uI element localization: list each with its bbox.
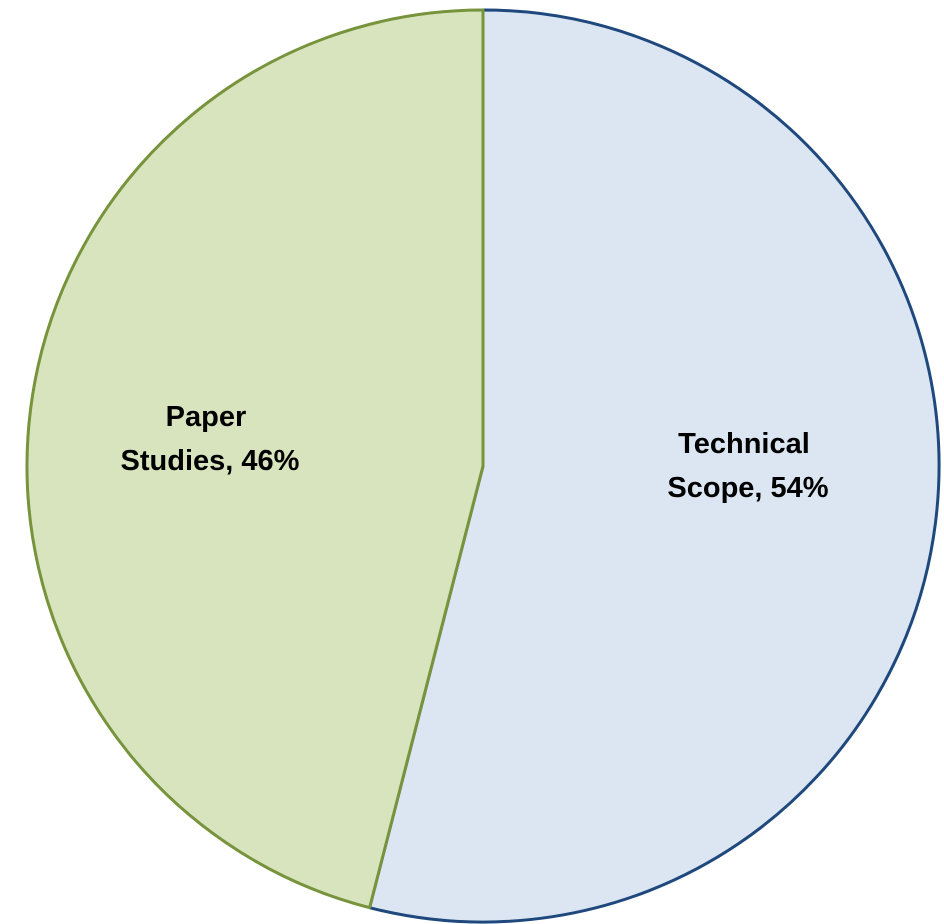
slice-label-technical-scope-line1: Technical: [678, 428, 810, 460]
slice-label-technical-scope: Technical Scope, 54%: [667, 428, 828, 504]
pie-slice-technical-scope: [368, 8, 941, 924]
slice-label-paper-studies-line1: Paper: [166, 401, 247, 433]
slice-label-paper-studies-line2: Studies, 46%: [121, 445, 300, 477]
pie-slice-paper-studies: [25, 8, 485, 910]
slice-label-technical-scope-line2: Scope, 54%: [667, 472, 828, 504]
slice-label-paper-studies: Paper Studies, 46%: [121, 401, 300, 477]
